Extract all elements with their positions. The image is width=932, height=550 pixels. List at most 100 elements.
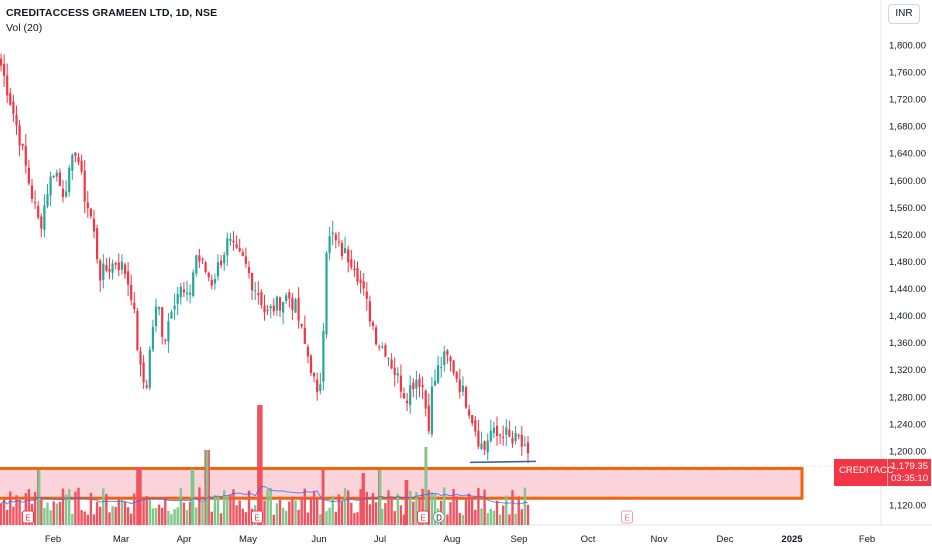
- price-tick-label: 1,560.00: [889, 203, 926, 214]
- horizontal-segment-drawing[interactable]: [469, 460, 537, 464]
- candle-body: [505, 427, 508, 435]
- volume-bar: [381, 508, 384, 525]
- volume-bar: [33, 491, 37, 525]
- event-marker-letter: E: [25, 514, 30, 523]
- volume-bar: [77, 487, 80, 525]
- volume-bar: [151, 508, 155, 525]
- candle-body: [46, 194, 49, 207]
- candle-body: [365, 291, 368, 299]
- highlight-zone: [0, 466, 804, 500]
- candle-body: [263, 305, 266, 313]
- volume-legend[interactable]: Vol (20): [6, 22, 43, 34]
- time-tick-label: Feb: [45, 534, 61, 545]
- candle-body: [424, 390, 427, 409]
- price-tick-label: 1,520.00: [889, 230, 926, 241]
- candle-body: [272, 305, 275, 312]
- candle-body: [384, 345, 387, 357]
- candle-body: [344, 248, 347, 254]
- candle-body: [37, 205, 40, 218]
- candle-body: [148, 349, 151, 388]
- candle-body: [322, 331, 325, 382]
- volume-bar: [402, 514, 406, 525]
- candle-body: [127, 271, 130, 285]
- volume-bar: [164, 497, 167, 525]
- earnings-event-marker[interactable]: [621, 510, 633, 524]
- time-axis[interactable]: Feb Mar Apr May Jun Jul Aug Sep Oct Nov Dec 2025 Feb: [45, 534, 875, 545]
- volume-bar: [319, 514, 322, 525]
- candle-body: [192, 272, 195, 296]
- candle-body: [182, 289, 185, 293]
- volume-bar: [179, 488, 182, 525]
- volume-bar: [350, 502, 353, 525]
- candle-body: [27, 167, 30, 184]
- volume-bar: [492, 510, 496, 525]
- candle-body: [251, 272, 254, 291]
- candle-body: [3, 64, 6, 76]
- volume-bar: [278, 499, 282, 525]
- currency-button[interactable]: INR: [888, 4, 920, 24]
- candle-body: [471, 414, 474, 424]
- volume-bar: [285, 510, 288, 525]
- volume-spike-bar: [137, 467, 141, 525]
- candle-body: [356, 268, 359, 282]
- volume-bar: [300, 496, 303, 525]
- price-tick-label: 1,240.00: [889, 419, 926, 430]
- volume-bar: [387, 490, 390, 525]
- volume-spike-bar: [404, 480, 408, 525]
- volume-spike-bar: [361, 473, 365, 525]
- volume-bar: [260, 405, 263, 525]
- candle-body: [492, 427, 495, 433]
- candle-body: [523, 444, 526, 446]
- candle-body: [195, 255, 198, 274]
- volume-bar: [489, 508, 492, 525]
- volume-bars: [0, 405, 530, 525]
- candle-body: [480, 443, 483, 449]
- volume-bar: [316, 498, 319, 525]
- volume-bar: [257, 405, 260, 525]
- candle-body: [455, 372, 458, 380]
- candle-body: [204, 262, 207, 272]
- volume-bar: [145, 496, 148, 525]
- volume-spike-bar: [378, 470, 382, 525]
- candle-body: [89, 208, 92, 217]
- support-zone-rectangle[interactable]: [0, 466, 804, 500]
- volume-bar: [309, 497, 313, 525]
- candle-body: [464, 386, 468, 408]
- candle-body: [334, 234, 337, 241]
- candle-body: [402, 393, 406, 399]
- volume-bar: [430, 492, 434, 525]
- volume-bar: [303, 488, 306, 525]
- dividend-event-marker[interactable]: [433, 511, 445, 523]
- volume-bar: [353, 513, 356, 525]
- volume-bar: [170, 514, 173, 525]
- candle-body: [179, 286, 182, 298]
- chart-legend-title[interactable]: CREDITACCESS GRAMEEN LTD, 1D, NSE: [6, 7, 218, 19]
- candle-body: [18, 125, 21, 146]
- candle-body: [477, 430, 480, 447]
- volume-bar: [99, 506, 102, 525]
- volume-bar: [139, 467, 142, 525]
- candle-body: [297, 297, 300, 321]
- volume-bar: [68, 488, 71, 525]
- volume-bar: [80, 510, 83, 525]
- volume-bar: [393, 511, 396, 525]
- earnings-event-marker[interactable]: [251, 510, 263, 524]
- volume-bar: [219, 513, 223, 525]
- price-axis[interactable]: 1,120.00 1,200.00 1,240.00 1,280.00 1,320.00…: [889, 41, 926, 512]
- time-tick-label: Jul: [374, 534, 386, 545]
- time-tick-label: 2025: [781, 534, 803, 545]
- candle-body: [226, 238, 229, 256]
- candle-body: [130, 285, 133, 300]
- volume-bar: [0, 503, 3, 525]
- volume-spike-bar: [190, 469, 194, 525]
- volume-bar: [133, 493, 136, 525]
- event-marker-letter: E: [420, 514, 425, 523]
- volume-bar: [198, 487, 201, 525]
- earnings-event-marker[interactable]: [417, 510, 429, 524]
- earnings-event-marker[interactable]: [22, 510, 34, 524]
- volume-bar: [182, 502, 186, 525]
- volume-bar: [71, 514, 74, 525]
- candle-body: [216, 262, 220, 277]
